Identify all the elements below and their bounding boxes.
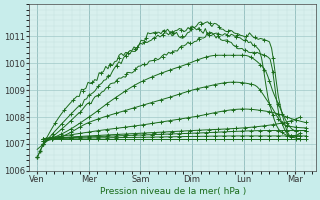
X-axis label: Pression niveau de la mer( hPa ): Pression niveau de la mer( hPa ): [100, 187, 246, 196]
